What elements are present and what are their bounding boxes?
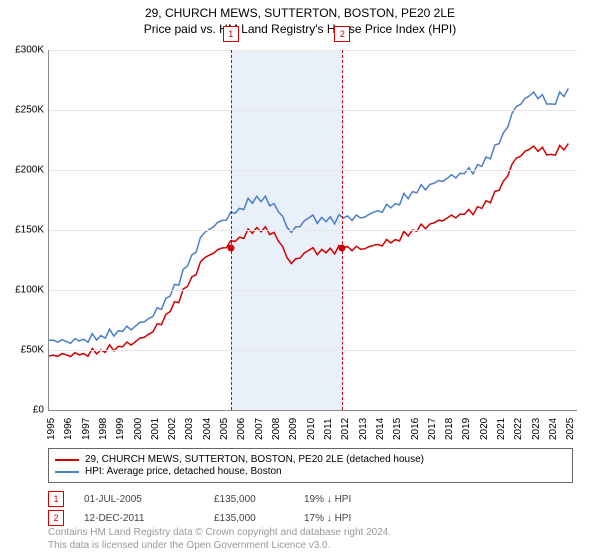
legend: 29, CHURCH MEWS, SUTTERTON, BOSTON, PE20… <box>48 448 573 483</box>
x-axis-label: 1997 <box>81 418 92 440</box>
title-block: 29, CHURCH MEWS, SUTTERTON, BOSTON, PE20… <box>0 0 600 36</box>
x-axis-label: 2009 <box>288 418 299 440</box>
sale-date: 12-DEC-2011 <box>84 513 214 524</box>
gridline <box>49 290 577 291</box>
x-axis-label: 2023 <box>531 418 542 440</box>
x-axis-label: 2006 <box>236 418 247 440</box>
y-axis-label: £150K <box>15 225 44 236</box>
x-axis-label: 2012 <box>340 418 351 440</box>
legend-item: 29, CHURCH MEWS, SUTTERTON, BOSTON, PE20… <box>55 454 566 465</box>
sale-price: £135,000 <box>214 494 304 505</box>
footer-line1: Contains HM Land Registry data © Crown c… <box>48 526 391 539</box>
sale-date: 01-JUL-2005 <box>84 494 214 505</box>
x-axis-label: 2004 <box>202 418 213 440</box>
sale-index-box: 1 <box>48 491 64 507</box>
x-axis-label: 2008 <box>271 418 282 440</box>
sale-row: 1 01-JUL-2005£135,00019% ↓ HPI <box>48 491 573 507</box>
x-axis-label: 2013 <box>358 418 369 440</box>
x-axis-label: 2002 <box>167 418 178 440</box>
y-axis-label: £250K <box>15 105 44 116</box>
y-axis-label: £0 <box>33 405 44 416</box>
legend-swatch <box>55 459 79 461</box>
x-axis-label: 2025 <box>565 418 576 440</box>
sale-point <box>227 245 234 252</box>
sale-marker-label: 1 <box>223 26 239 42</box>
footer-attribution: Contains HM Land Registry data © Crown c… <box>48 526 391 552</box>
chart-container: 29, CHURCH MEWS, SUTTERTON, BOSTON, PE20… <box>0 0 600 560</box>
chart-plot-area: 1995199619971998199920002001200220032004… <box>48 50 577 411</box>
sale-index-box: 2 <box>48 510 64 526</box>
x-axis-label: 1995 <box>46 418 57 440</box>
sales-table: 1 01-JUL-2005£135,00019% ↓ HPI 2 12-DEC-201… <box>48 488 573 529</box>
x-axis-label: 2019 <box>461 418 472 440</box>
y-axis-label: £50K <box>21 345 44 356</box>
series-line-property <box>49 144 568 357</box>
x-axis-label: 1998 <box>98 418 109 440</box>
x-axis-label: 1996 <box>63 418 74 440</box>
y-axis-label: £300K <box>15 45 44 56</box>
legend-swatch <box>55 471 79 473</box>
sale-price: £135,000 <box>214 513 304 524</box>
x-axis-label: 2014 <box>375 418 386 440</box>
gridline <box>49 110 577 111</box>
x-axis-label: 2007 <box>254 418 265 440</box>
x-axis-label: 2017 <box>427 418 438 440</box>
legend-label: 29, CHURCH MEWS, SUTTERTON, BOSTON, PE20… <box>85 454 424 465</box>
sale-diff: 19% ↓ HPI <box>304 494 424 505</box>
sale-marker-label: 2 <box>334 26 350 42</box>
sale-diff: 17% ↓ HPI <box>304 513 424 524</box>
x-axis-label: 1999 <box>115 418 126 440</box>
footer-line2: This data is licensed under the Open Gov… <box>48 539 391 552</box>
x-axis-label: 2021 <box>496 418 507 440</box>
x-axis-label: 2022 <box>513 418 524 440</box>
x-axis-label: 2015 <box>392 418 403 440</box>
legend-item: HPI: Average price, detached house, Bost… <box>55 466 566 477</box>
x-axis-label: 2011 <box>323 418 334 440</box>
legend-label: HPI: Average price, detached house, Bost… <box>85 466 282 477</box>
x-axis-label: 2003 <box>184 418 195 440</box>
chart-title-address: 29, CHURCH MEWS, SUTTERTON, BOSTON, PE20… <box>0 6 600 20</box>
gridline <box>49 350 577 351</box>
sale-vline <box>342 50 343 410</box>
y-axis-label: £200K <box>15 165 44 176</box>
x-axis-label: 2018 <box>444 418 455 440</box>
x-axis-label: 2000 <box>133 418 144 440</box>
x-axis-label: 2016 <box>410 418 421 440</box>
x-axis-label: 2005 <box>219 418 230 440</box>
x-axis-label: 2001 <box>150 418 161 440</box>
x-axis-label: 2024 <box>548 418 559 440</box>
sale-point <box>339 245 346 252</box>
gridline <box>49 50 577 51</box>
y-axis-label: £100K <box>15 285 44 296</box>
x-axis-label: 2010 <box>306 418 317 440</box>
sale-row: 2 12-DEC-2011£135,00017% ↓ HPI <box>48 510 573 526</box>
series-line-hpi <box>49 88 568 343</box>
gridline <box>49 170 577 171</box>
sale-vline <box>231 50 232 410</box>
gridline <box>49 230 577 231</box>
chart-subtitle: Price paid vs. HM Land Registry's House … <box>0 22 600 36</box>
x-axis-label: 2020 <box>479 418 490 440</box>
